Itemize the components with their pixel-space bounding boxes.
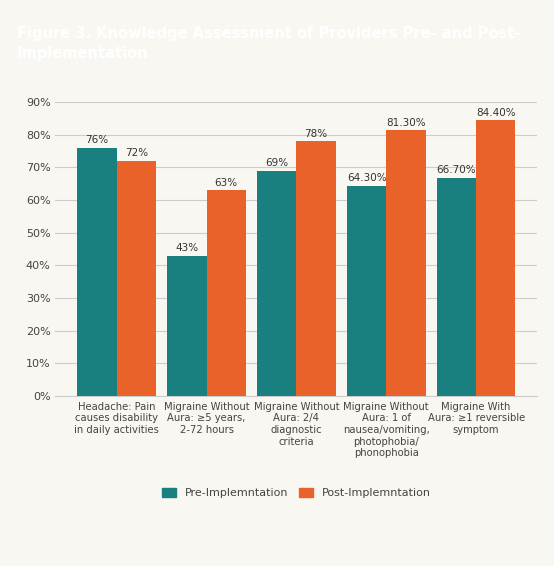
Bar [78, 148, 117, 396]
Text: 76%: 76% [85, 135, 109, 145]
Bar [207, 190, 246, 396]
Bar [117, 161, 156, 396]
Text: 63%: 63% [214, 178, 238, 187]
Text: 81.30%: 81.30% [386, 118, 425, 128]
Text: 72%: 72% [125, 148, 148, 158]
Text: 64.30%: 64.30% [347, 173, 387, 183]
Bar [167, 256, 207, 396]
Text: 43%: 43% [175, 243, 198, 253]
Bar [257, 170, 296, 396]
Text: 66.70%: 66.70% [437, 165, 476, 175]
Text: 69%: 69% [265, 158, 288, 168]
Bar [296, 141, 336, 396]
Text: 84.40%: 84.40% [476, 108, 516, 118]
Text: 78%: 78% [305, 128, 327, 139]
Bar [437, 178, 476, 396]
Legend: Pre-Implemntation, Post-Implemntation: Pre-Implemntation, Post-Implemntation [158, 483, 435, 503]
Bar [386, 130, 425, 396]
Text: Figure 3. Knowledge Assessment of Providers Pre- and Post-
Implementation: Figure 3. Knowledge Assessment of Provid… [17, 27, 520, 61]
Bar [347, 186, 386, 396]
Bar [476, 120, 515, 396]
